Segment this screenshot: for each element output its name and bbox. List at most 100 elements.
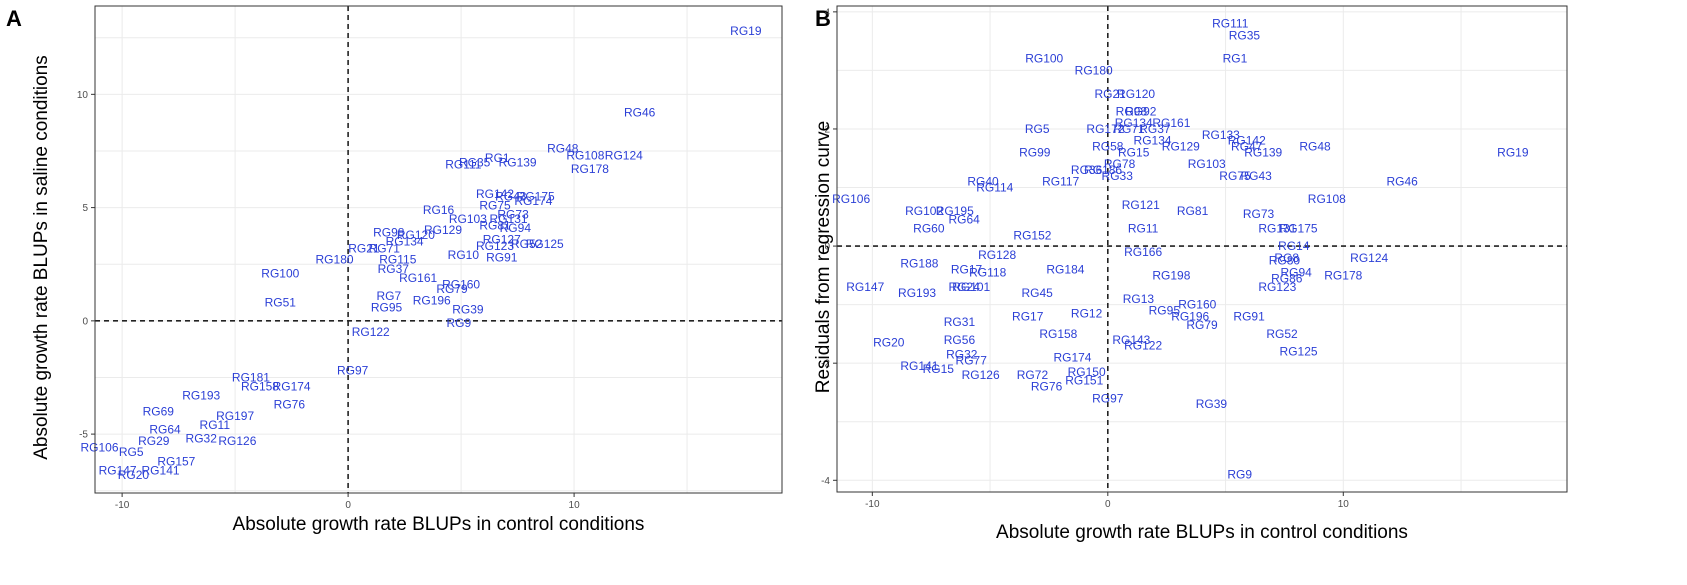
point-label: RG24 bbox=[948, 280, 980, 294]
point-label: RG161 bbox=[1152, 116, 1190, 130]
point-label: RG124 bbox=[1350, 251, 1388, 265]
point-label: RG75 bbox=[1219, 169, 1251, 183]
point-label: RG122 bbox=[1124, 339, 1162, 353]
panel-letter-b: B bbox=[815, 6, 831, 31]
point-label: RG180 bbox=[316, 253, 354, 267]
point-label: RG128 bbox=[978, 248, 1016, 262]
point-label: RG125 bbox=[1280, 344, 1318, 358]
point-label: RG178 bbox=[571, 162, 609, 176]
point-label: RG134 bbox=[1115, 116, 1153, 130]
panel-b-reference-lines bbox=[837, 6, 1567, 492]
point-label: RG143 bbox=[1112, 333, 1150, 347]
point-label: RG86 bbox=[1271, 271, 1303, 285]
panel-b-y-axis-title: Residuals from regression curve bbox=[813, 121, 834, 393]
y-tick-label: 0 bbox=[82, 316, 88, 327]
point-label: RG98 bbox=[373, 226, 405, 240]
point-label: RG20 bbox=[118, 468, 150, 482]
point-label: RG131 bbox=[490, 212, 528, 226]
point-label: RG43 bbox=[1240, 169, 1272, 183]
point-label: RG79 bbox=[436, 282, 468, 296]
point-label: RG103 bbox=[449, 212, 487, 226]
point-label: RG124 bbox=[605, 148, 643, 162]
x-tick-label: 0 bbox=[345, 500, 351, 511]
point-label: RG33 bbox=[1102, 169, 1134, 183]
panel-a-tick-labels: -10 0 10 -5 0 5 10 bbox=[77, 90, 580, 511]
point-label: RG64 bbox=[149, 423, 181, 437]
point-label: RG118 bbox=[969, 265, 1006, 279]
point-label: RG127 bbox=[483, 232, 521, 246]
point-label: RG142 bbox=[1228, 134, 1266, 148]
panel-a-reference-lines bbox=[95, 6, 782, 493]
panel-a-plot-border bbox=[94, 5, 783, 494]
point-label: RG51 bbox=[265, 296, 297, 310]
point-label: RG48 bbox=[1299, 140, 1331, 154]
point-label: RG73 bbox=[1243, 207, 1275, 221]
panel-b-plot-border bbox=[836, 5, 1568, 493]
point-label: RG19 bbox=[730, 24, 762, 38]
point-label: RG64 bbox=[948, 213, 980, 227]
point-label: RG32 bbox=[946, 347, 978, 361]
point-label: RG129 bbox=[1162, 140, 1200, 154]
point-label: RG15 bbox=[923, 362, 955, 376]
point-label: RG180 bbox=[1075, 63, 1113, 77]
point-label: RG134 bbox=[1134, 134, 1172, 148]
point-label: RG36 bbox=[1071, 163, 1103, 177]
y-tick-label: -5 bbox=[79, 430, 88, 441]
point-label: RG174 bbox=[273, 380, 311, 394]
point-label: RG45 bbox=[1021, 286, 1053, 300]
point-label: RG188 bbox=[900, 257, 938, 271]
y-tick-label: 4 bbox=[824, 7, 830, 18]
point-label: RG35 bbox=[1229, 28, 1261, 42]
y-tick-label: 0 bbox=[824, 242, 830, 253]
point-label: RG1 bbox=[1223, 52, 1248, 66]
point-label: RG114 bbox=[976, 181, 1013, 195]
point-label: RG120 bbox=[1117, 87, 1155, 101]
point-label: RG123 bbox=[476, 239, 514, 253]
point-label: RG7 bbox=[376, 289, 401, 303]
point-label: RG100 bbox=[1025, 52, 1063, 66]
point-label: RG81 bbox=[479, 219, 511, 233]
point-label: RG71 bbox=[1113, 122, 1145, 136]
point-label: RG21 bbox=[1094, 87, 1126, 101]
point-label: RG122 bbox=[352, 325, 390, 339]
panel-b-point-labels: RG111RG35RG1RG100RG180RG21RG120RG98RG92R… bbox=[832, 17, 1529, 482]
panel-a-gridlines bbox=[95, 6, 782, 493]
point-label: RG161 bbox=[399, 271, 437, 285]
point-label: RG16 bbox=[423, 203, 455, 217]
point-label: RG108 bbox=[566, 148, 604, 162]
point-label: RG19 bbox=[1497, 145, 1529, 159]
point-label: RG117 bbox=[1042, 175, 1079, 189]
point-label: RG99 bbox=[1019, 145, 1051, 159]
point-label: RG81 bbox=[1177, 204, 1209, 218]
point-label: RG195 bbox=[936, 204, 974, 218]
point-label: RG141 bbox=[900, 359, 938, 373]
point-label: RG77 bbox=[956, 353, 988, 367]
y-tick-label: -4 bbox=[821, 476, 830, 487]
point-label: RG60 bbox=[913, 222, 945, 236]
point-label: RG69 bbox=[143, 404, 175, 418]
point-label: RG37 bbox=[378, 262, 410, 276]
point-label: RG92 bbox=[1125, 104, 1157, 118]
point-label: RG108 bbox=[1308, 192, 1346, 206]
point-label: RG106 bbox=[81, 441, 119, 455]
point-label: RG106 bbox=[832, 192, 870, 206]
point-label: RG100 bbox=[261, 266, 299, 280]
x-tick-label: 0 bbox=[1105, 499, 1111, 510]
point-label: RG98 bbox=[1116, 104, 1148, 118]
point-label: RG197 bbox=[216, 409, 254, 423]
point-label: RG133 bbox=[1202, 128, 1240, 142]
point-label: RG150 bbox=[1068, 365, 1106, 379]
point-label: RG101 bbox=[952, 280, 990, 294]
point-label: RG37 bbox=[1139, 122, 1171, 136]
point-label: RG175 bbox=[517, 189, 555, 203]
point-label: RG39 bbox=[452, 303, 484, 317]
point-label: RG35 bbox=[459, 155, 491, 169]
point-label: RG5 bbox=[1025, 122, 1050, 136]
point-label: RG71 bbox=[369, 241, 401, 255]
panel-a-x-axis-title: Absolute growth rate BLUPs in control co… bbox=[233, 514, 645, 535]
panel-b-tick-labels: -10 0 10 -4 -2 0 2 4 bbox=[821, 7, 1349, 510]
point-label: RG172 bbox=[1086, 122, 1124, 136]
x-tick-label: -10 bbox=[865, 499, 880, 510]
panel-b-x-axis-title: Absolute growth rate BLUPs in control co… bbox=[996, 522, 1408, 543]
